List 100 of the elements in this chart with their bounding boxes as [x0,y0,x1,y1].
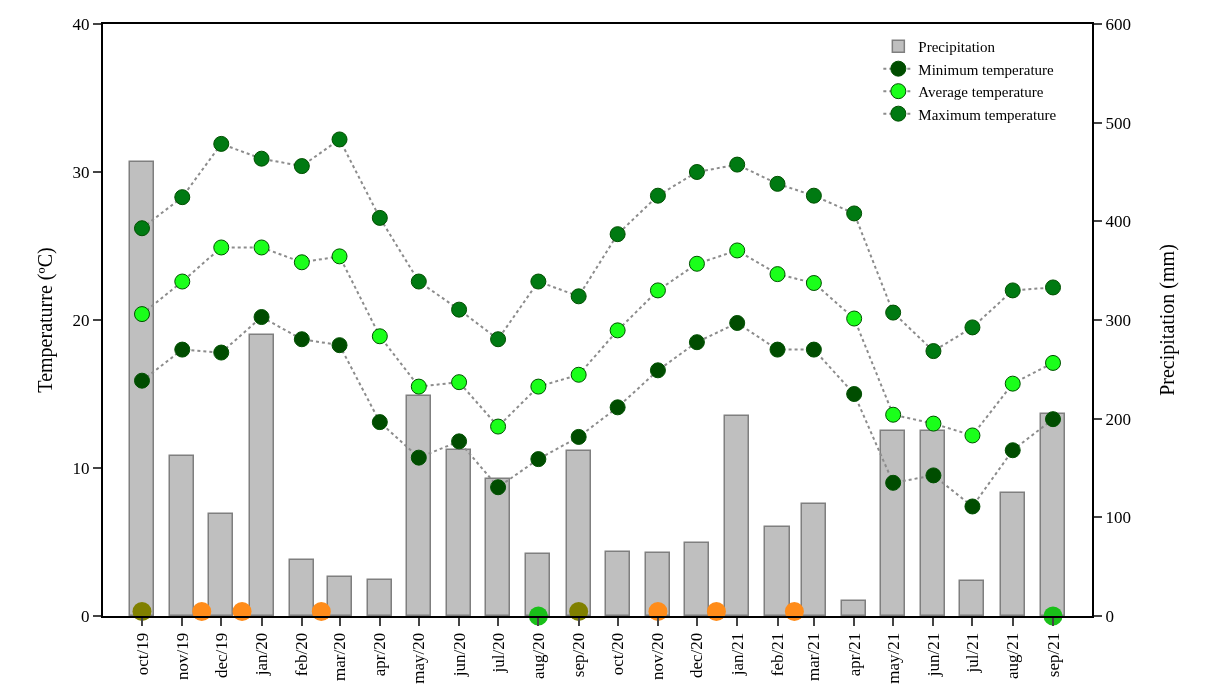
x-tick-label: apr/21 [844,632,864,677]
point [805,187,822,204]
bar [326,575,352,616]
bar [1039,412,1065,616]
bar [879,429,905,616]
point [174,273,191,290]
point [293,331,310,348]
point [253,239,270,256]
legend-label: Minimum temperature [918,61,1055,78]
point [451,374,468,391]
point [964,498,981,515]
y2-tick-label: 400 [1105,212,1131,232]
point [174,341,191,358]
x-tick-label: nov/19 [172,632,192,681]
bar [840,599,866,616]
x-tick-label: aug/21 [1003,632,1023,680]
point [134,306,150,323]
point [371,209,388,226]
point [925,467,942,484]
x-tick-label: mar/20 [330,632,350,681]
point [846,310,863,327]
point [885,304,902,321]
bar [999,491,1025,616]
point [530,273,547,290]
bar [288,558,314,616]
x-tick-label: sep/20 [569,632,589,678]
point [1045,354,1062,371]
point [1004,282,1021,299]
point [964,427,981,444]
point [805,341,822,358]
x-tick-label: mar/21 [804,632,824,681]
x-tick-label: dec/20 [687,632,707,679]
y-tick-label: 40 [72,14,90,34]
point [134,372,150,389]
bar [683,541,709,616]
y-axis-title: Temperaturre (ºC) [33,247,57,393]
point [609,399,626,416]
point [331,131,348,148]
x-tick-label: feb/20 [292,632,312,677]
point [846,386,863,402]
point [253,150,270,167]
x-tick-label: may/21 [883,632,903,684]
point [570,288,587,305]
point [490,479,507,496]
bar [207,512,233,616]
bar [128,160,154,616]
point [371,328,388,345]
point [530,378,547,395]
point [530,451,547,468]
x-tick-label: dec/19 [211,632,231,679]
x-tick-label: feb/21 [768,632,788,677]
point [451,301,468,318]
point [688,164,705,180]
point [293,254,310,271]
bar [366,578,392,616]
point [410,273,427,290]
point [1045,279,1062,296]
point [371,414,388,431]
x-tick-label: jul/21 [962,632,982,674]
legend-label: Maximum temperature [918,106,1057,123]
point [609,226,626,243]
point [490,418,507,435]
point [213,239,230,256]
point [688,334,705,351]
x-tick-label: aug/20 [528,632,548,680]
bar [248,333,274,616]
point [609,322,626,339]
point [769,341,786,358]
y2-tick-label: 100 [1105,508,1131,528]
x-tick-label: jan/21 [727,632,747,677]
point [331,337,348,354]
point [805,275,822,291]
point [688,255,705,272]
point [925,343,942,360]
y2-tick-label: 300 [1105,310,1131,330]
point [1004,442,1021,459]
point [213,135,230,152]
point [649,187,666,204]
bar [565,449,591,616]
bar [763,525,790,616]
point [253,309,270,326]
point [769,266,786,283]
point [729,156,746,173]
x-tick-label: jun/20 [449,632,469,678]
y-tick-label: 20 [72,310,90,330]
x-tick-label: oct/19 [132,632,152,676]
y-tick-label: 30 [72,162,90,182]
point [649,362,666,379]
point [331,248,348,265]
y-tick-label: 0 [81,606,90,626]
bar [958,579,984,616]
legend-label: Average temperature [918,84,1044,101]
point [570,366,587,383]
point [1045,411,1062,428]
point [570,428,587,445]
x-tick-label: jul/20 [488,632,508,674]
point [410,449,427,466]
bar [168,454,194,616]
bar [919,429,945,616]
point [410,378,427,395]
